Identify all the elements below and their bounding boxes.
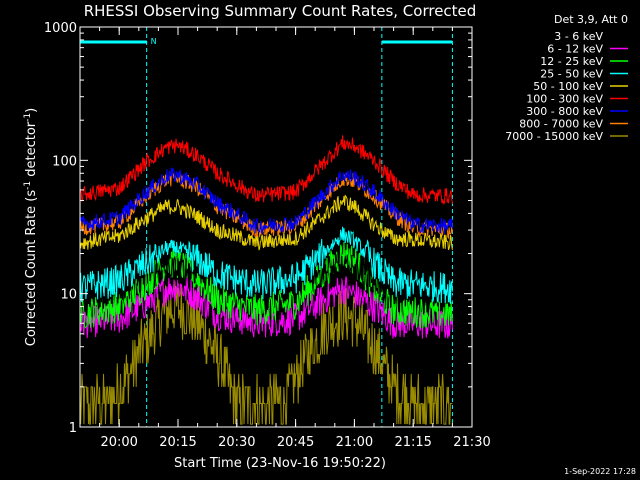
series-line <box>79 135 453 206</box>
series-line <box>79 254 453 307</box>
chart-title: RHESSI Observing Summary Count Rates, Co… <box>84 2 477 20</box>
series-line <box>79 194 453 251</box>
y-axis-title-main: Corrected Count Rate (s <box>24 190 39 347</box>
legend-label: 800 - 7000 keV <box>519 118 603 131</box>
y-axis-title: Corrected Count Rate (s-1 detector-1) <box>23 108 39 346</box>
legend-label: 300 - 800 keV <box>526 105 603 118</box>
x-tick-label: 21:00 <box>336 435 373 450</box>
series-line <box>79 241 453 330</box>
y-axis-title-mid: detector <box>24 121 39 181</box>
series-line <box>79 167 453 235</box>
x-tick-label: 21:15 <box>394 435 431 450</box>
legend-label: 25 - 50 keV <box>540 68 603 81</box>
series-line <box>79 169 453 240</box>
legend-label: 3 - 6 keV <box>554 30 603 43</box>
night-flag-label: N <box>151 37 157 46</box>
y-axis-title-sup2: -1 <box>23 113 33 122</box>
footer-date: 1-Sep-2022 17:28 <box>564 467 636 476</box>
legend-label: 50 - 100 keV <box>533 80 603 93</box>
axes: 20:00 20:15 20:30 20:45 21:00 21:15 21:30 1 10 10… <box>44 21 491 450</box>
legend-label: 7000 - 15000 keV <box>505 130 603 143</box>
y-tick-label: 100 <box>52 154 77 169</box>
y-tick-label: 1000 <box>44 21 77 36</box>
series-line <box>79 226 453 304</box>
legend-label: 12 - 25 keV <box>540 55 603 68</box>
series-lines <box>79 135 453 425</box>
series-line <box>79 280 453 425</box>
y-tick-label: 10 <box>60 288 77 303</box>
x-tick-label: 20:30 <box>218 435 255 450</box>
x-tick-label: 21:30 <box>453 435 490 450</box>
y-axis-title-sup1: -1 <box>23 181 33 190</box>
y-tick-label: 1 <box>69 421 77 436</box>
x-tick-label: 20:00 <box>100 435 137 450</box>
legend-label: 6 - 12 keV <box>547 43 603 56</box>
legend-header: Det 3,9, Att 0 <box>554 13 628 26</box>
y-axis-title-end: ) <box>24 108 39 113</box>
legend-label: 100 - 300 keV <box>526 93 603 106</box>
x-tick-label: 20:45 <box>277 435 314 450</box>
x-axis-title: Start Time (23-Nov-16 19:50:22) <box>174 456 386 471</box>
x-tick-label: 20:15 <box>159 435 196 450</box>
